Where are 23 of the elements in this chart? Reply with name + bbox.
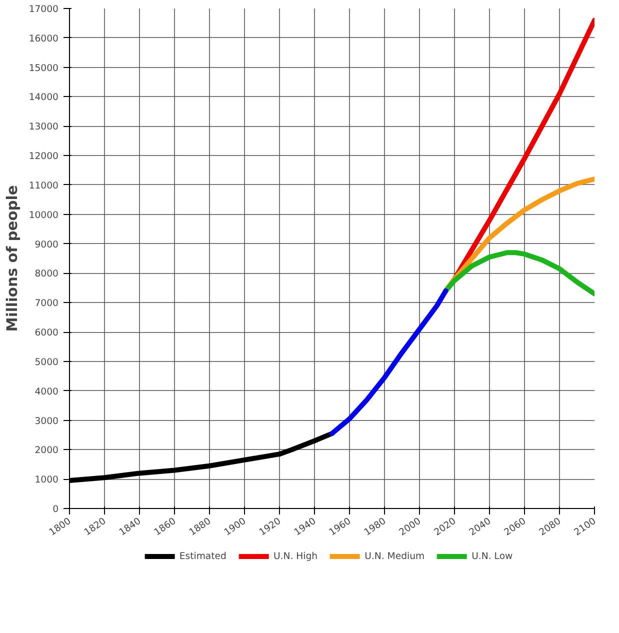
legend-label: U.N. Low [472, 550, 513, 562]
y-tick-label: 10000 [28, 210, 59, 221]
y-tick-label: 14000 [28, 92, 59, 104]
legend-label: Estimated [179, 550, 226, 562]
y-tick-label: 13000 [28, 122, 59, 133]
y-tick-label: 12000 [28, 151, 59, 162]
y-tick-label: 0 [52, 504, 59, 515]
y-tick-label: 11000 [28, 180, 59, 192]
y-tick-label: 15000 [28, 62, 59, 74]
y-tick-label: 17000 [28, 4, 59, 15]
y-tick-label: 8000 [34, 268, 59, 280]
y-tick-label: 3000 [34, 416, 59, 427]
y-tick-label: 9000 [34, 239, 59, 250]
y-tick-label: 16000 [28, 33, 59, 44]
y-tick-label: 1000 [34, 474, 59, 486]
y-tick-label: 5000 [34, 356, 59, 368]
y-tick-label: 4000 [34, 386, 59, 398]
y-tick-label: 6000 [34, 328, 59, 339]
y-tick-label: 7000 [34, 298, 59, 310]
y-tick-label: 2000 [34, 445, 59, 456]
legend-label: U.N. Medium [364, 550, 425, 562]
y-axis-title: Millions of people [4, 185, 21, 332]
legend-label: U.N. High [273, 550, 318, 562]
